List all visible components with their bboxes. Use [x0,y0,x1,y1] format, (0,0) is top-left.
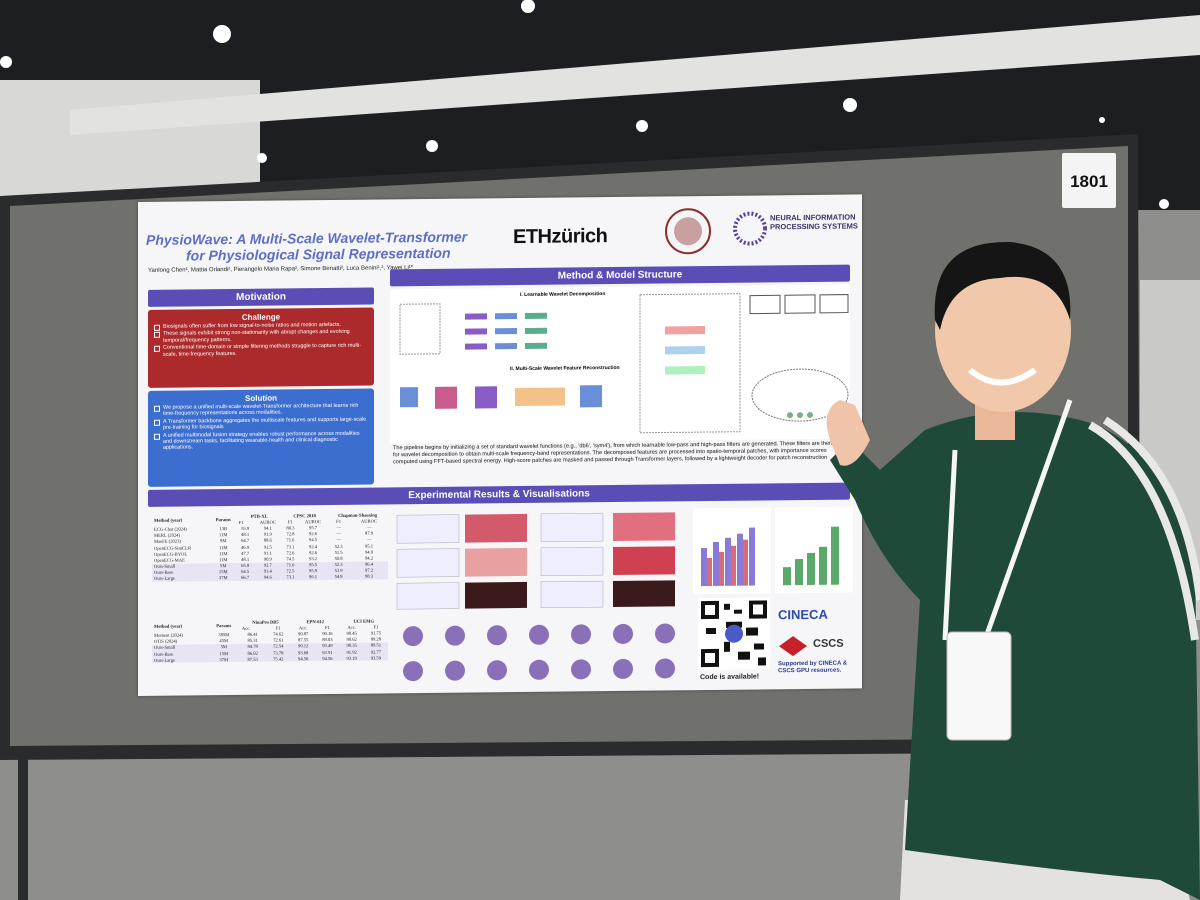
visualisations [393,508,691,687]
qr-code [698,597,770,671]
sleeve-stripes [1088,416,1200,641]
badge [946,631,1012,741]
cscs-icon [779,636,807,657]
method-diagram: I. Learnable Wavelet Decomposition II. M… [390,284,850,444]
hand [826,400,870,466]
neurips-icon [733,211,767,246]
board-number: 1801 [1070,172,1108,191]
board-leg [18,750,28,900]
diagram-shapes [399,293,849,434]
face [935,248,1071,412]
sweatshirt [830,412,1200,900]
viz-panels [396,512,675,682]
beam [70,15,1200,135]
poster: PhysioWave: A Multi-Scale Wavelet-Transf… [138,194,862,696]
hair [934,241,1071,330]
ceiling-lights [0,0,1169,209]
bar-chart-images [693,506,853,595]
board-number-card [1062,153,1116,208]
smile [968,367,1037,386]
lanyard [942,399,1073,641]
university-seal [665,208,711,255]
